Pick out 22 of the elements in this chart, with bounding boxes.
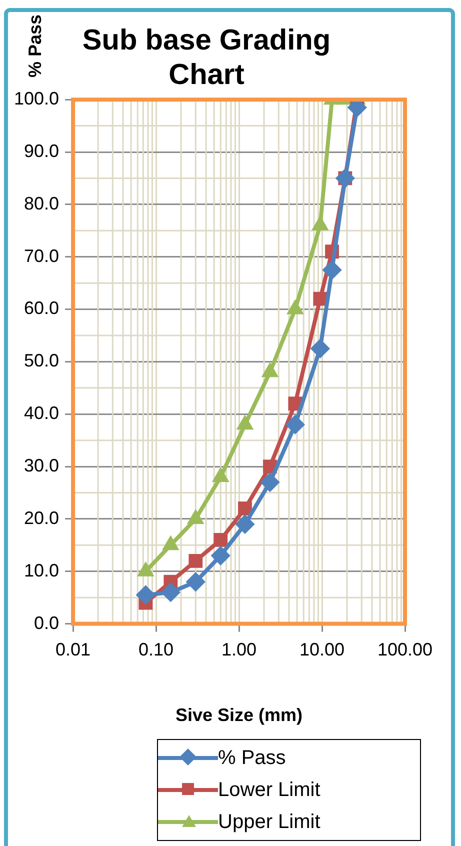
y-tick-label: 90.0 xyxy=(24,140,60,161)
x-tick-label: 100.00 xyxy=(377,640,433,660)
legend-label: Lower Limit xyxy=(218,778,320,802)
y-tick-label: 70.0 xyxy=(24,246,60,266)
chart-title: Sub base Grading Chart xyxy=(82,24,331,92)
x-tick-label: 10.00 xyxy=(299,640,345,660)
y-tick-label: 10.0 xyxy=(24,560,60,580)
x-tick-label: 0.01 xyxy=(56,640,91,660)
y-tick-label: 100.0 xyxy=(14,88,60,109)
y-axis-title: % Pass xyxy=(24,14,45,78)
y-tick-label: 40.0 xyxy=(24,403,60,424)
legend-label: % Pass xyxy=(218,746,286,770)
y-tick-label: 80.0 xyxy=(24,193,60,214)
x-tick-label: 1.00 xyxy=(222,640,257,660)
y-tick-label: 50.0 xyxy=(24,350,60,371)
y-tick-label: 20.0 xyxy=(24,508,60,528)
legend-label: Upper Limit xyxy=(218,810,320,834)
y-tick-label: 30.0 xyxy=(24,456,60,476)
x-tick-label: 0.10 xyxy=(138,640,174,660)
y-tick-label: 0.0 xyxy=(34,612,60,633)
y-tick-label: 60.0 xyxy=(24,298,60,318)
x-axis-title: Sive Size (mm) xyxy=(176,705,303,726)
